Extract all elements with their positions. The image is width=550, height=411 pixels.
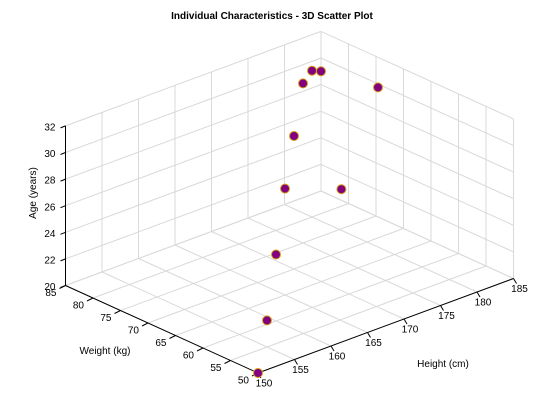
data-point xyxy=(373,82,383,93)
axes-frame xyxy=(59,125,517,379)
grid-line xyxy=(320,57,514,146)
z-tick-label: 28 xyxy=(44,176,56,187)
x-tick-label: 180 xyxy=(475,298,492,309)
chart-title: Individual Characteristics - 3D Scatter … xyxy=(171,11,373,22)
grid-line xyxy=(320,110,514,200)
y-tick-mark xyxy=(141,322,149,327)
grid-line xyxy=(284,204,478,293)
grid-line xyxy=(138,258,332,347)
grid-line xyxy=(65,137,322,233)
z-tick-mark xyxy=(60,205,66,209)
grid-line xyxy=(65,57,322,153)
z-tick-label: 22 xyxy=(44,256,56,267)
data-point xyxy=(307,65,317,76)
x-tick-label: 150 xyxy=(256,379,273,390)
data-points xyxy=(253,65,383,378)
y-tick-label: 70 xyxy=(128,326,140,337)
y-tick-mark xyxy=(86,297,94,302)
z-tick-mark xyxy=(60,152,66,155)
grid-line xyxy=(65,163,322,260)
z-tick-label: 30 xyxy=(44,149,56,160)
z-tick-label: 32 xyxy=(44,123,56,134)
data-point xyxy=(298,78,308,89)
grid-line xyxy=(65,30,322,127)
z-axis-label: Age (years) xyxy=(28,167,39,219)
y-tick-mark xyxy=(169,335,176,339)
data-point xyxy=(253,368,263,378)
x-tick-label: 155 xyxy=(292,365,309,376)
y-tick-mark xyxy=(196,347,204,352)
data-point xyxy=(271,249,281,260)
grid-line xyxy=(230,265,487,361)
data-point xyxy=(336,184,347,195)
x-tick-label: 185 xyxy=(511,284,528,295)
grid-line xyxy=(101,271,295,360)
x-tick-mark xyxy=(367,332,371,338)
data-point xyxy=(280,183,290,194)
grid-line xyxy=(65,190,322,286)
grid-line xyxy=(247,217,441,306)
y-tick-mark xyxy=(224,360,231,364)
grid-line xyxy=(320,30,514,120)
grid-line xyxy=(202,253,459,349)
data-point xyxy=(316,66,326,77)
grid-line xyxy=(65,110,322,207)
y-tick-label: 65 xyxy=(155,338,167,349)
z-tick-label: 20 xyxy=(44,282,56,293)
x-tick-mark xyxy=(294,359,298,365)
y-tick-label: 80 xyxy=(73,301,85,312)
y-tick-label: 50 xyxy=(238,376,250,387)
y-axis-label: Weight (kg) xyxy=(80,346,131,357)
x-tick-mark xyxy=(440,305,444,311)
x-tick-label: 170 xyxy=(402,325,419,336)
x-tick-label: 165 xyxy=(365,338,382,349)
grid-line xyxy=(174,244,368,333)
y-tick-mark xyxy=(114,310,121,314)
grid-line xyxy=(320,84,514,173)
z-tick-mark xyxy=(60,231,66,235)
y-tick-label: 60 xyxy=(183,351,195,362)
grid-line xyxy=(211,231,405,320)
grid-line xyxy=(120,215,377,311)
z-tick-label: 26 xyxy=(44,202,56,213)
y-axis-line xyxy=(65,285,259,374)
x-axis-line xyxy=(257,278,514,374)
z-tick-label: 24 xyxy=(44,229,56,240)
grid-line xyxy=(320,190,514,279)
grid-line xyxy=(147,228,404,324)
x-tick-mark xyxy=(403,318,408,325)
x-tick-label: 175 xyxy=(438,311,455,322)
grid-line xyxy=(92,203,349,299)
x-tick-mark xyxy=(330,345,335,352)
z-tick-mark xyxy=(60,178,66,182)
x-axis-label: Height (cm) xyxy=(417,359,469,370)
y-tick-label: 75 xyxy=(100,313,112,324)
z-tick-mark xyxy=(60,285,66,288)
tick-labels: 150 155 160 165 170 175 180 185 50 55 60 65 70 75 80 85… xyxy=(44,123,528,390)
grid-line xyxy=(65,84,322,180)
grid-line xyxy=(320,163,514,253)
x-tick-mark xyxy=(476,291,481,298)
grid-line xyxy=(175,240,432,336)
y-tick-label: 55 xyxy=(210,363,222,374)
grid-line xyxy=(320,137,514,226)
z-tick-mark xyxy=(60,125,66,129)
z-tick-mark xyxy=(60,258,66,262)
x-tick-label: 160 xyxy=(329,352,346,363)
y-tick-label: 85 xyxy=(45,288,57,299)
data-point xyxy=(289,131,299,141)
x-tick-mark xyxy=(513,278,517,284)
data-point xyxy=(262,315,272,326)
